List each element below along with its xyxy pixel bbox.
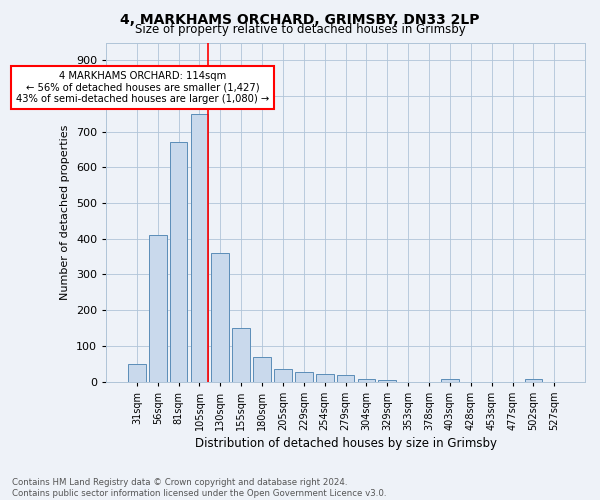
X-axis label: Distribution of detached houses by size in Grimsby: Distribution of detached houses by size … bbox=[194, 437, 497, 450]
Bar bbox=[149, 235, 167, 382]
Bar bbox=[253, 356, 271, 382]
Bar bbox=[274, 369, 292, 382]
Text: Contains HM Land Registry data © Crown copyright and database right 2024.
Contai: Contains HM Land Registry data © Crown c… bbox=[12, 478, 386, 498]
Text: 4, MARKHAMS ORCHARD, GRIMSBY, DN33 2LP: 4, MARKHAMS ORCHARD, GRIMSBY, DN33 2LP bbox=[120, 12, 480, 26]
Bar bbox=[128, 364, 146, 382]
Bar bbox=[441, 378, 459, 382]
Bar bbox=[211, 253, 229, 382]
Bar bbox=[358, 379, 376, 382]
Bar bbox=[232, 328, 250, 382]
Bar bbox=[337, 376, 355, 382]
Text: Size of property relative to detached houses in Grimsby: Size of property relative to detached ho… bbox=[134, 22, 466, 36]
Text: 4 MARKHAMS ORCHARD: 114sqm
← 56% of detached houses are smaller (1,427)
43% of s: 4 MARKHAMS ORCHARD: 114sqm ← 56% of deta… bbox=[16, 71, 269, 104]
Bar bbox=[170, 142, 187, 382]
Bar bbox=[379, 380, 396, 382]
Y-axis label: Number of detached properties: Number of detached properties bbox=[61, 124, 70, 300]
Bar bbox=[295, 372, 313, 382]
Bar bbox=[524, 378, 542, 382]
Bar bbox=[191, 114, 208, 382]
Bar bbox=[316, 374, 334, 382]
